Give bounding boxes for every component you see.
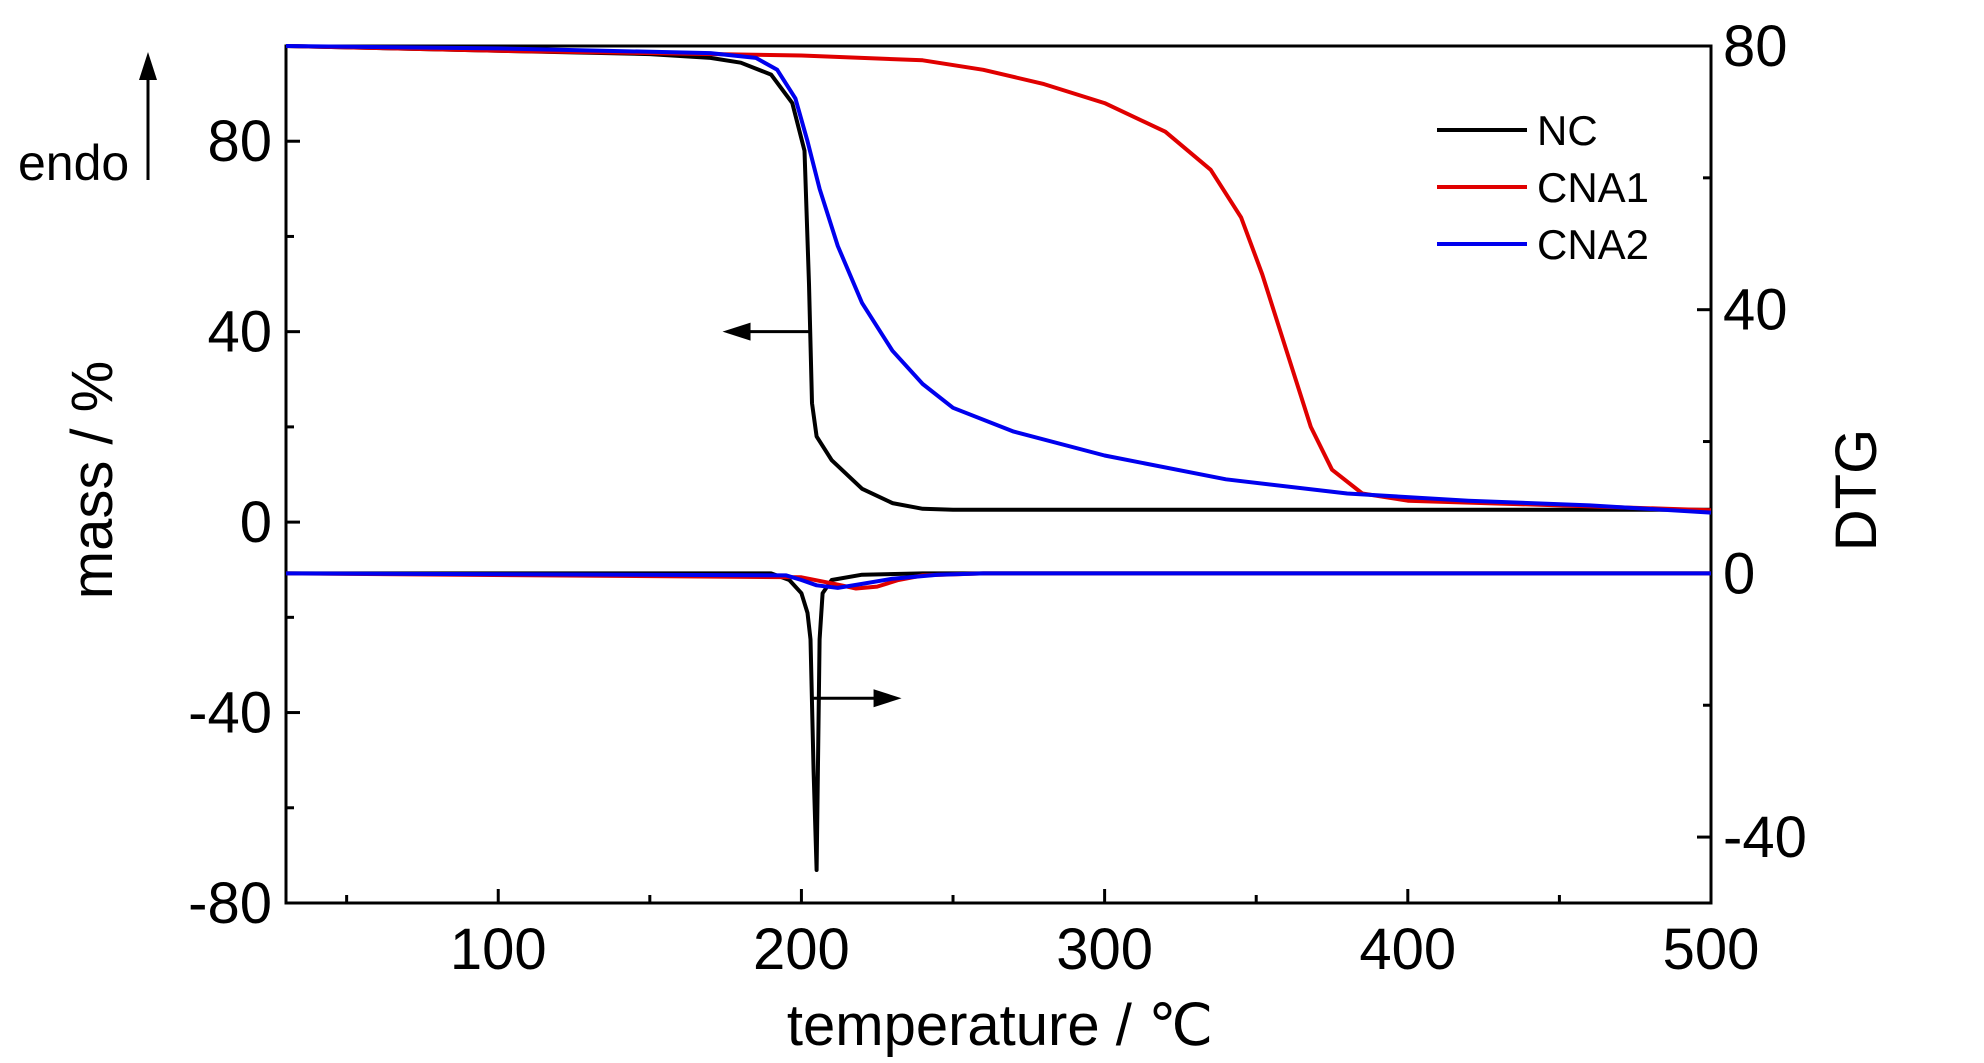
endo-arrow-head-icon [139,52,157,80]
left-arrow-icon [722,322,751,341]
right-y-tick-label: 80 [1723,14,1788,79]
x-tick-label: 400 [1359,917,1456,982]
legend-label: CNA1 [1537,164,1649,211]
right-y-tick-label: 40 [1723,278,1788,343]
right-y-tick-label: 0 [1723,541,1755,606]
endo-label: endo [18,135,129,191]
curves-layer [285,44,1712,872]
plot-area-border [284,44,1713,905]
right-arrow-icon [873,689,902,708]
x-axis-title: temperature / ℃ [787,993,1213,1058]
series-cna2-mass-line [285,44,1712,515]
series-cna1-mass-line [285,44,1712,513]
left-y-tick-label: 40 [207,300,272,365]
plot-frame [284,44,1713,905]
left-y-tick-label: 80 [207,109,272,174]
right-y-tick-label: -40 [1723,805,1807,870]
series-nc-mass-line [285,44,1711,512]
series-cna2-dtg-line [285,571,1711,590]
x-tick-label: 100 [450,917,547,982]
series-nc-dtg-line [286,571,1711,872]
x-tick-label: 200 [753,917,850,982]
ticks-layer: 100 200 300 400 500 -80 -40 0 40 80 -40 0 40 80 [188,14,1807,982]
legend: NC CNA1 CNA2 [1437,107,1649,268]
legend-label: CNA2 [1537,221,1649,268]
right-y-axis-title: DTG [1824,429,1889,551]
endo-annotation: endo [18,52,157,191]
legend-label: NC [1537,107,1598,154]
left-y-tick-label: -40 [188,681,272,746]
arrows-layer [722,322,902,708]
x-tick-label: 500 [1663,917,1760,982]
left-y-axis-title: mass / % [60,361,125,600]
left-y-tick-label: -80 [188,871,272,936]
x-tick-label: 300 [1056,917,1153,982]
left-y-tick-label: 0 [240,490,272,555]
